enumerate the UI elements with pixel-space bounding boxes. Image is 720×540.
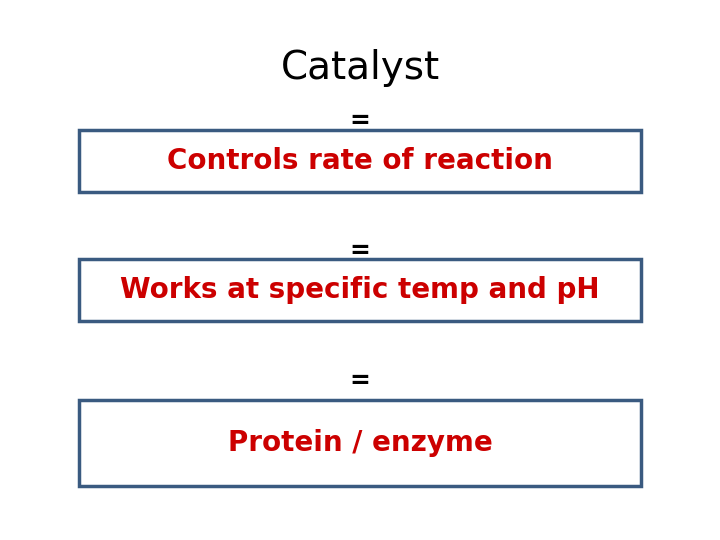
Bar [79,259,641,321]
Text: Controls rate of reaction: Controls rate of reaction [167,147,553,174]
Text: Catalyst: Catalyst [280,49,440,86]
Text: =: = [350,369,370,393]
Text: =: = [350,239,370,263]
Bar [79,400,641,486]
Text: Works at specific temp and pH: Works at specific temp and pH [120,276,600,304]
Text: Protein / enzyme: Protein / enzyme [228,429,492,457]
Bar [79,130,641,192]
Text: =: = [350,110,370,133]
